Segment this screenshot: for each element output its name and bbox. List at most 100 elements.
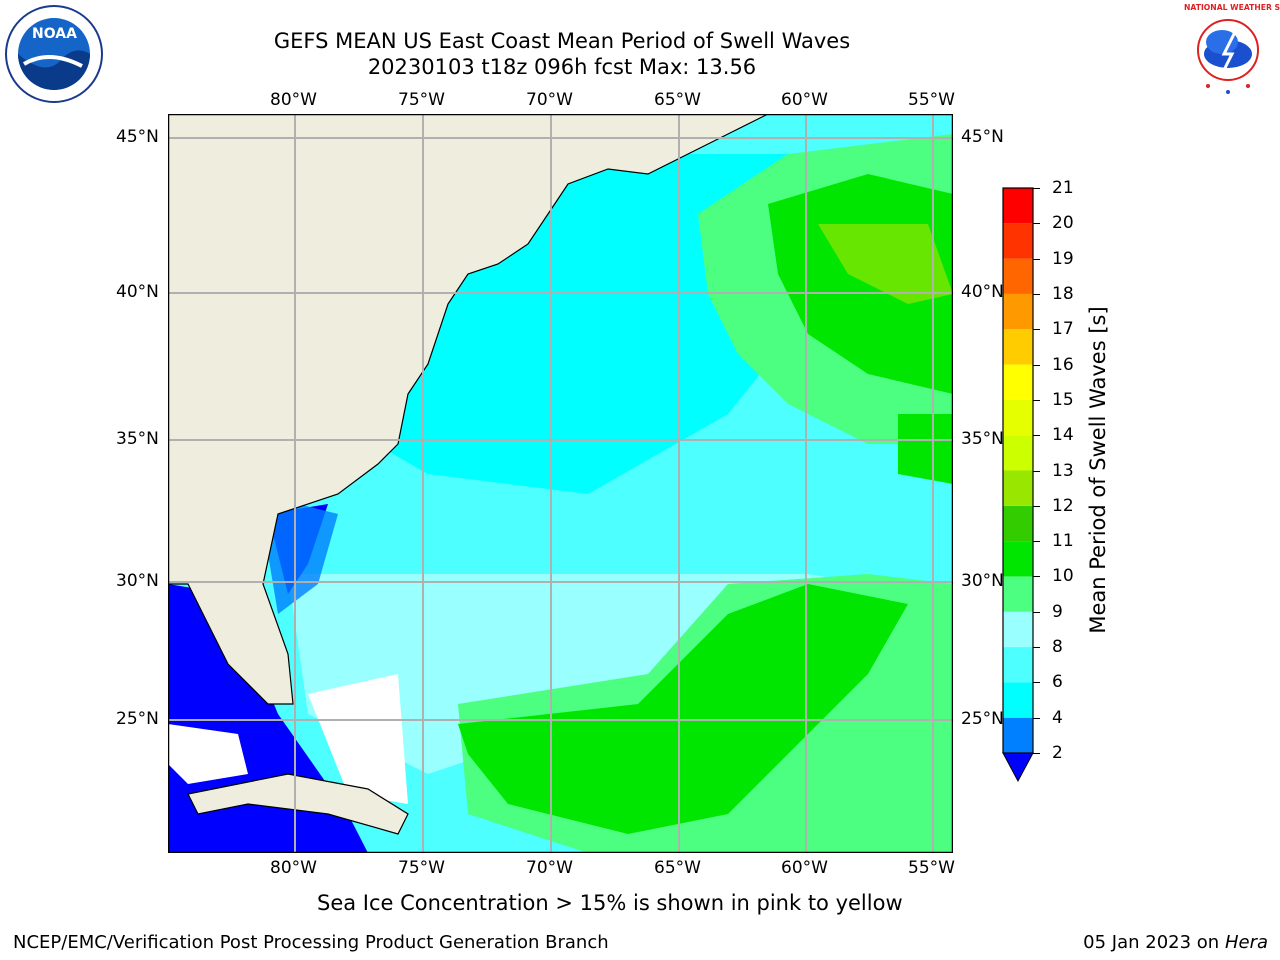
lat-label-left: 40°N — [116, 282, 159, 302]
colorbar-tick-mark — [1033, 717, 1040, 719]
colorbar-tick-label: 17 — [1052, 319, 1074, 340]
colorbar-tick-label: 14 — [1052, 425, 1074, 446]
colorbar — [1002, 187, 1034, 783]
colorbar-tick-label: 16 — [1052, 354, 1074, 375]
lat-label-right: 35°N — [961, 429, 1004, 449]
lat-label-left: 45°N — [116, 127, 159, 147]
lat-label-right: 30°N — [961, 571, 1004, 591]
bahamas-masked-area — [308, 674, 408, 804]
noaa-logo-icon — [5, 5, 103, 103]
colorbar-swatch — [1003, 611, 1033, 648]
lon-label-bottom: 75°W — [398, 858, 445, 878]
colorbar-tick-mark — [1033, 258, 1040, 260]
lon-label-top: 60°W — [781, 90, 828, 110]
chart-title: GEFS MEAN US East Coast Mean Period of S… — [273, 29, 851, 53]
nws-logo: NATIONAL WEATHER SERVICE — [1178, 2, 1280, 102]
colorbar-tick-mark — [1033, 293, 1040, 295]
colorbar-tick-label: 20 — [1052, 213, 1074, 234]
colorbar-swatch — [1003, 682, 1033, 718]
chart-subtitle: 20230103 t18z 096h fcst Max: 13.56 — [367, 55, 757, 79]
nws-logo-icon — [1182, 4, 1274, 96]
colorbar-swatch — [1003, 293, 1033, 330]
colorbar-swatch — [1003, 223, 1033, 259]
colorbar-tick-label: 2 — [1052, 743, 1063, 763]
colorbar-tick-mark — [1033, 188, 1040, 189]
colorbar-tick-label: 13 — [1052, 460, 1074, 481]
lat-label-left: 35°N — [116, 429, 159, 449]
colorbar-swatch — [1003, 258, 1033, 294]
colorbar-swatch — [1003, 717, 1033, 753]
colorbar-swatch — [1003, 505, 1033, 542]
lon-label-bottom: 60°W — [781, 858, 828, 878]
colorbar-tick-label: 10 — [1052, 566, 1074, 587]
masked-area — [168, 724, 248, 784]
colorbar-tick-label: 12 — [1052, 495, 1074, 516]
colorbar-tick-mark — [1033, 753, 1040, 754]
sea-ice-note: Sea Ice Concentration > 15% is shown in … — [317, 891, 903, 915]
colorbar-swatch — [1003, 329, 1033, 365]
lat-label-left: 30°N — [116, 571, 159, 591]
colorbar-tick-mark — [1033, 505, 1040, 507]
lon-label-bottom: 80°W — [270, 858, 317, 878]
colorbar-tick-mark — [1033, 682, 1040, 684]
lon-label-bottom: 65°W — [654, 858, 701, 878]
colorbar-tick-label: 6 — [1052, 672, 1063, 693]
colorbar-swatch — [1003, 188, 1033, 224]
lon-label-top: 65°W — [654, 90, 701, 110]
colorbar-tick-mark — [1033, 223, 1040, 225]
colorbar-swatch — [1003, 541, 1033, 577]
colorbar-tick-mark — [1033, 470, 1040, 472]
lon-label-top: 55°W — [908, 90, 955, 110]
colorbar-tick-mark — [1033, 611, 1040, 613]
colorbar-swatch — [1003, 647, 1033, 683]
colorbar-tick-label: 4 — [1052, 707, 1063, 728]
lat-label-left: 25°N — [116, 709, 159, 729]
colorbar-swatch — [1003, 364, 1033, 400]
colorbar-swatch — [1003, 576, 1033, 612]
lon-label-bottom: 55°W — [908, 858, 955, 878]
georgia-shelf-blue — [258, 494, 338, 614]
map-border — [167, 113, 954, 854]
noaa-logo: NOAA — [4, 4, 104, 104]
colorbar-tick-label: 11 — [1052, 531, 1074, 552]
colorbar-swatches — [1002, 187, 1034, 783]
cuba-land — [187, 773, 409, 835]
swell-period-map — [167, 113, 954, 854]
southeast-swell-core — [458, 584, 908, 834]
lat-label-right: 40°N — [961, 282, 1004, 302]
colorbar-tick-mark — [1033, 399, 1040, 401]
colorbar-tick-label: 19 — [1052, 248, 1074, 269]
colorbar-tick-mark — [1033, 364, 1040, 366]
northeast-swell-peak — [818, 224, 953, 304]
graticule — [168, 114, 953, 853]
colorbar-label: Mean Period of Swell Waves [s] — [1086, 306, 1110, 634]
colorbar-swatch — [1003, 435, 1033, 471]
colorbar-tick-label: 9 — [1052, 601, 1063, 622]
colorbar-tick-label: 8 — [1052, 637, 1063, 658]
lat-label-right: 45°N — [961, 127, 1004, 147]
date-text: 05 Jan 2023 on — [1083, 932, 1225, 953]
lon-label-top: 70°W — [526, 90, 573, 110]
colorbar-extend-triangle — [1002, 752, 1034, 783]
lon-label-top: 75°W — [398, 90, 445, 110]
map-panel — [167, 113, 954, 854]
lat-label-right: 25°N — [961, 709, 1004, 729]
colorbar-tick-mark — [1033, 576, 1040, 578]
colorbar-tick-mark — [1033, 541, 1040, 543]
colorbar-tick-mark — [1033, 329, 1040, 331]
nws-logo-text: NATIONAL WEATHER SERVICE — [1184, 4, 1280, 13]
colorbar-swatch — [1003, 399, 1033, 436]
colorbar-tick-label: 15 — [1052, 389, 1074, 410]
colorbar-tick-mark — [1033, 435, 1040, 437]
colorbar-swatch — [1003, 470, 1033, 506]
colorbar-tick-label: 18 — [1052, 283, 1074, 304]
north-america-land — [167, 113, 769, 705]
credit-text: NCEP/EMC/Verification Post Processing Pr… — [13, 932, 609, 953]
noaa-logo-text: NOAA — [32, 26, 77, 42]
east-swell-patch — [898, 414, 953, 484]
lon-label-top: 80°W — [270, 90, 317, 110]
colorbar-tick-mark — [1033, 647, 1040, 649]
date-stamp: 05 Jan 2023 on Hera — [1083, 932, 1268, 953]
colorbar-tick-label: 21 — [1052, 178, 1074, 198]
host-text: Hera — [1224, 932, 1268, 953]
